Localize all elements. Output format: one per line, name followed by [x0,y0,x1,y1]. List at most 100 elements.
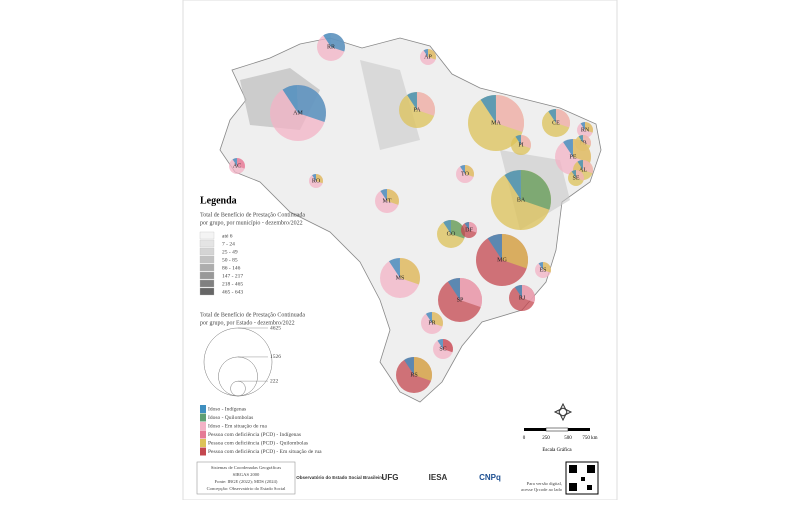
qr-note: acesse Qrcode ao lado [521,487,563,492]
state-label: TO [461,171,470,177]
group-label: Pessoa com deficiência (PCD) - Quilombol… [208,439,308,446]
legend-class-label: 7 - 24 [222,241,235,247]
pie-slice [298,85,326,123]
pie-slice [514,285,522,298]
pie-slice [428,48,436,60]
pie-slice [407,92,417,110]
group-label: Pessoa com deficiência (PCD) - Indígenas [208,431,301,438]
footer-text: Concepção: Observatório do Estado Social [207,486,287,491]
pie-slice [387,189,399,205]
footer-text: Sistemas de Coordenadas Geográficas [211,465,282,470]
pie-slice [423,49,428,57]
footer-box [196,461,296,495]
footer-text: SIRGAS 2000 [233,472,260,477]
pie-slice [583,135,591,146]
pie-slice [496,95,524,133]
legend-swatch [199,231,215,240]
legend-class-label: 218 - 465 [222,281,243,287]
pie-slice [237,158,245,169]
qr-note: Para versão digital, [527,481,562,487]
group-label: Idoso - Em situação de rua [208,423,267,429]
pie-slice [451,220,466,239]
pie-slice [487,234,502,260]
pie-slice [414,357,432,381]
pies: RRAPAMPAMACERNPBPEALSEPIACROTOBAMTGODFMG… [229,33,593,393]
pie-slice [571,170,576,178]
legend-swatch [200,430,206,439]
state-label: SP [457,297,464,303]
pie-slice [316,174,324,184]
logo: Observatório do Estado Social Brasileiro [296,475,384,480]
pie-slice [460,278,482,308]
north-arrow [553,402,573,422]
pie-slice [576,170,584,181]
state-label: RN [581,127,590,133]
pie-slice [282,85,298,113]
logo: UFG [382,473,399,482]
legend-swatch [199,247,215,256]
legend-class-label: 147 - 217 [222,273,243,279]
state-label: RJ [519,295,526,301]
legend-class-label: 86 - 146 [222,265,241,271]
state-label: PE [569,154,576,160]
pie-slice [400,258,420,285]
scale-label: 250 [542,436,550,441]
state-label: SE [572,175,579,181]
state-label: BA [517,197,526,203]
pie-slice [563,139,573,157]
pie-slice [538,262,543,270]
legend-swatch [199,279,215,288]
legend-swatch [200,447,206,456]
state-label: PI [518,142,523,148]
state-label: ES [539,267,546,273]
pie-slice [443,220,451,234]
state-label: MS [396,275,405,281]
pie-slice [521,135,531,149]
scale-label: 750 km [582,436,597,441]
pie-slice [232,158,237,166]
state-label: PA [413,107,421,113]
legend-class-label: 25 - 49 [222,249,238,255]
legend-swatch [199,255,215,264]
pie-slice [464,222,469,230]
pie-slice [585,122,593,133]
legend-swatch [199,287,215,296]
pie-slice [425,312,432,323]
pie-slice [312,174,316,181]
state-label: MT [383,198,392,204]
legend-class-label: até 6 [222,233,233,239]
scale-label: 500 [564,436,572,441]
state-label: GO [447,231,456,237]
logo: IESA [429,473,448,482]
state-label: CE [552,120,560,126]
pie-slice [437,339,443,349]
state-label: AC [233,163,241,169]
legend-class-label: 50 - 85 [222,257,238,263]
scale-segment [524,428,546,431]
pie-slice [404,357,414,375]
state-label: RR [327,44,335,50]
legend-swatch [199,239,215,248]
pie-slice [504,170,521,200]
state-label: MG [497,257,507,263]
pie-slice [417,92,436,116]
group-label: Idoso - Quilombolas [208,415,253,421]
size-label: 4625 [270,325,281,331]
legend-subtitle: por grupo, por município - dezembro/2022 [200,220,303,226]
scale-segment [545,427,569,432]
group-label: Idoso - Indígenas [208,406,246,412]
legend-title: Legenda [200,195,237,206]
size-label: 1526 [270,354,281,360]
legend-class-label: 465 - 643 [222,289,243,295]
pie-slice [460,165,465,174]
size-label: 222 [270,378,279,384]
legend-swatch [200,439,206,447]
scale-bar: 0 250 500 750 km Escala Gráfica [523,427,598,453]
legend-swatch [200,422,206,430]
region-shade [360,60,420,150]
pie-slice [580,122,585,130]
legend-swatch [199,271,215,280]
legend-swatch [199,263,215,272]
state-label: AM [293,110,303,116]
pie-slice [388,258,400,278]
